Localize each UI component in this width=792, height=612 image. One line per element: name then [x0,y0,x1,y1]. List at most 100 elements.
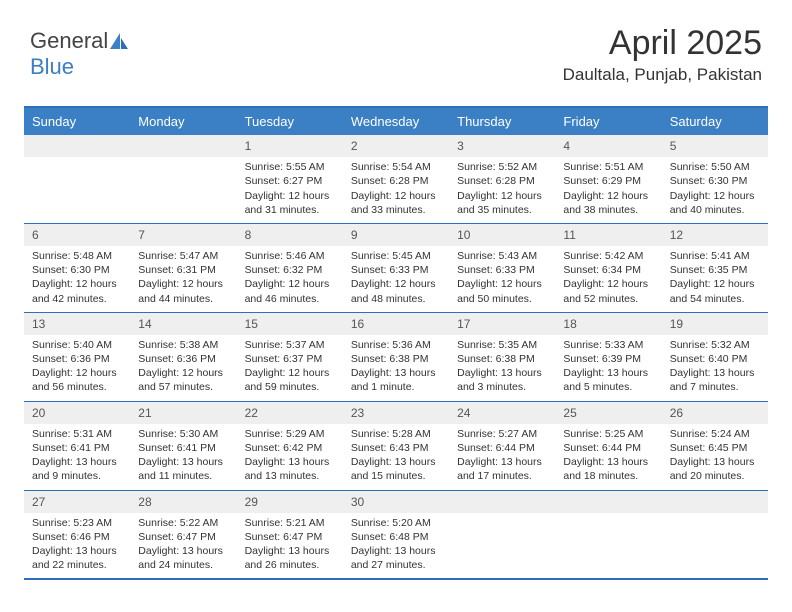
day-cell [662,491,768,579]
daylight-text: Daylight: 12 hours and 42 minutes. [32,277,122,305]
day-cell: 21Sunrise: 5:30 AMSunset: 6:41 PMDayligh… [130,402,236,490]
week-row: 6Sunrise: 5:48 AMSunset: 6:30 PMDaylight… [24,224,768,313]
sunrise-text: Sunrise: 5:25 AM [563,427,653,441]
day-cell: 28Sunrise: 5:22 AMSunset: 6:47 PMDayligh… [130,491,236,579]
day-body: Sunrise: 5:24 AMSunset: 6:45 PMDaylight:… [662,424,768,490]
sunrise-text: Sunrise: 5:42 AM [563,249,653,263]
sunrise-text: Sunrise: 5:51 AM [563,160,653,174]
day-body: Sunrise: 5:40 AMSunset: 6:36 PMDaylight:… [24,335,130,401]
day-cell: 5 Sunrise: 5:50 AMSunset: 6:30 PMDaylight… [662,135,768,223]
sunrise-text: Sunrise: 5:48 AM [32,249,122,263]
daylight-text: Daylight: 12 hours and 38 minutes. [563,189,653,217]
day-header: Friday [555,108,661,135]
sunrise-text: Sunrise: 5:32 AM [670,338,760,352]
day-number: 12 [662,224,768,246]
daylight-text: Daylight: 13 hours and 15 minutes. [351,455,441,483]
day-body: Sunrise: 5:45 AMSunset: 6:33 PMDaylight:… [343,246,449,312]
sunrise-text: Sunrise: 5:28 AM [351,427,441,441]
sunset-text: Sunset: 6:44 PM [563,441,653,455]
sunset-text: Sunset: 6:45 PM [670,441,760,455]
day-cell: 25Sunrise: 5:25 AMSunset: 6:44 PMDayligh… [555,402,661,490]
day-number: 14 [130,313,236,335]
day-header: Wednesday [343,108,449,135]
day-cell: 23Sunrise: 5:28 AMSunset: 6:43 PMDayligh… [343,402,449,490]
day-number: 4 [555,135,661,157]
day-cell: 6Sunrise: 5:48 AMSunset: 6:30 PMDaylight… [24,224,130,312]
daylight-text: Daylight: 12 hours and 40 minutes. [670,189,760,217]
daylight-text: Daylight: 12 hours and 46 minutes. [245,277,335,305]
sunrise-text: Sunrise: 5:22 AM [138,516,228,530]
daylight-text: Daylight: 13 hours and 27 minutes. [351,544,441,572]
week-row: 13Sunrise: 5:40 AMSunset: 6:36 PMDayligh… [24,313,768,402]
day-number: 30 [343,491,449,513]
day-body: Sunrise: 5:25 AMSunset: 6:44 PMDaylight:… [555,424,661,490]
sunset-text: Sunset: 6:30 PM [670,174,760,188]
sunset-text: Sunset: 6:34 PM [563,263,653,277]
sunrise-text: Sunrise: 5:29 AM [245,427,335,441]
day-body: Sunrise: 5:36 AMSunset: 6:38 PMDaylight:… [343,335,449,401]
day-cell: 24Sunrise: 5:27 AMSunset: 6:44 PMDayligh… [449,402,555,490]
day-cell: 19Sunrise: 5:32 AMSunset: 6:40 PMDayligh… [662,313,768,401]
day-body: Sunrise: 5:47 AMSunset: 6:31 PMDaylight:… [130,246,236,312]
day-cell [24,135,130,223]
sunset-text: Sunset: 6:29 PM [563,174,653,188]
sunrise-text: Sunrise: 5:24 AM [670,427,760,441]
sunrise-text: Sunrise: 5:40 AM [32,338,122,352]
sunset-text: Sunset: 6:44 PM [457,441,547,455]
daylight-text: Daylight: 12 hours and 59 minutes. [245,366,335,394]
month-title: April 2025 [563,24,762,63]
day-cell [130,135,236,223]
day-header: Tuesday [237,108,343,135]
daylight-text: Daylight: 13 hours and 26 minutes. [245,544,335,572]
day-header-row: Sunday Monday Tuesday Wednesday Thursday… [24,108,768,135]
daylight-text: Daylight: 13 hours and 13 minutes. [245,455,335,483]
daylight-text: Daylight: 12 hours and 33 minutes. [351,189,441,217]
week-row: 1Sunrise: 5:55 AMSunset: 6:27 PMDaylight… [24,135,768,224]
day-number: 21 [130,402,236,424]
sunrise-text: Sunrise: 5:21 AM [245,516,335,530]
daylight-text: Daylight: 13 hours and 5 minutes. [563,366,653,394]
day-body: Sunrise: 5:21 AMSunset: 6:47 PMDaylight:… [237,513,343,579]
day-cell: 7Sunrise: 5:47 AMSunset: 6:31 PMDaylight… [130,224,236,312]
day-cell: 4Sunrise: 5:51 AMSunset: 6:29 PMDaylight… [555,135,661,223]
day-cell: 15Sunrise: 5:37 AMSunset: 6:37 PMDayligh… [237,313,343,401]
day-body: Sunrise: 5:28 AMSunset: 6:43 PMDaylight:… [343,424,449,490]
day-cell: 16Sunrise: 5:36 AMSunset: 6:38 PMDayligh… [343,313,449,401]
daylight-text: Daylight: 13 hours and 1 minute. [351,366,441,394]
day-body: Sunrise: 5:33 AMSunset: 6:39 PMDaylight:… [555,335,661,401]
daylight-text: Daylight: 12 hours and 52 minutes. [563,277,653,305]
sunrise-text: Sunrise: 5:31 AM [32,427,122,441]
day-body: Sunrise: 5:23 AMSunset: 6:46 PMDaylight:… [24,513,130,579]
sunrise-text: Sunrise: 5:55 AM [245,160,335,174]
sunset-text: Sunset: 6:42 PM [245,441,335,455]
sunset-text: Sunset: 6:43 PM [351,441,441,455]
day-body: Sunrise: 5:32 AMSunset: 6:40 PMDaylight:… [662,335,768,401]
day-number: 8 [237,224,343,246]
location-subtitle: Daultala, Punjab, Pakistan [563,65,762,85]
day-number: 3 [449,135,555,157]
sunrise-text: Sunrise: 5:23 AM [32,516,122,530]
sunrise-text: Sunrise: 5:37 AM [245,338,335,352]
day-cell: 27Sunrise: 5:23 AMSunset: 6:46 PMDayligh… [24,491,130,579]
logo-text-2: Blue [30,54,74,79]
day-cell: 26Sunrise: 5:24 AMSunset: 6:45 PMDayligh… [662,402,768,490]
day-body: Sunrise: 5:54 AMSunset: 6:28 PMDaylight:… [343,157,449,223]
day-number: 5 [662,135,768,157]
sunset-text: Sunset: 6:41 PM [138,441,228,455]
day-cell: 10Sunrise: 5:43 AMSunset: 6:33 PMDayligh… [449,224,555,312]
sunrise-text: Sunrise: 5:50 AM [670,160,760,174]
logo: General Blue [30,28,128,80]
day-number: 29 [237,491,343,513]
day-cell: 2Sunrise: 5:54 AMSunset: 6:28 PMDaylight… [343,135,449,223]
day-cell: 13Sunrise: 5:40 AMSunset: 6:36 PMDayligh… [24,313,130,401]
day-number: 7 [130,224,236,246]
sunrise-text: Sunrise: 5:38 AM [138,338,228,352]
day-number: 19 [662,313,768,335]
sunrise-text: Sunrise: 5:43 AM [457,249,547,263]
day-cell: 9Sunrise: 5:45 AMSunset: 6:33 PMDaylight… [343,224,449,312]
day-body: Sunrise: 5:51 AMSunset: 6:29 PMDaylight:… [555,157,661,223]
sunset-text: Sunset: 6:33 PM [457,263,547,277]
header: April 2025 Daultala, Punjab, Pakistan [563,24,762,85]
day-number: 16 [343,313,449,335]
day-number: 9 [343,224,449,246]
